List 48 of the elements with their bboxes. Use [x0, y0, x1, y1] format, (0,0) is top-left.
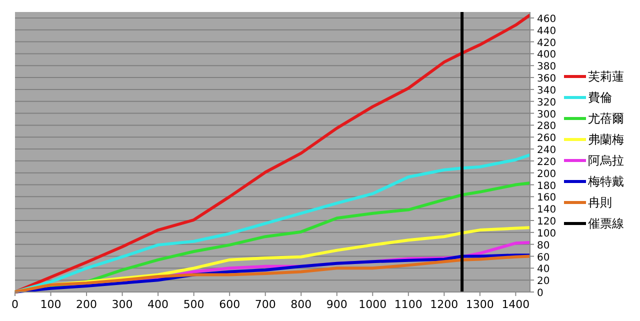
y-tick-label: 120 — [537, 216, 556, 228]
x-tick-label: 1200 — [430, 298, 458, 311]
legend-label: 費倫 — [588, 90, 612, 104]
legend-label: 阿烏拉 — [588, 154, 624, 168]
legend-label: 芙莉蓮 — [588, 70, 624, 84]
y-tick-label: 320 — [537, 97, 556, 108]
legend-label: 冉則 — [588, 196, 612, 210]
x-tick-label: 100 — [40, 298, 62, 311]
y-tick-label: 440 — [537, 26, 556, 37]
y-tick-label: 140 — [537, 204, 556, 216]
x-tick-label: 200 — [76, 298, 98, 311]
x-tick-label: 400 — [148, 298, 169, 311]
legend-label: 弗蘭梅 — [588, 132, 624, 146]
legend-label: 尤蓓爾 — [588, 112, 624, 126]
y-tick-label: 220 — [537, 156, 556, 168]
x-tick-label: 500 — [183, 298, 204, 311]
x-tick-label: 300 — [112, 298, 133, 311]
y-tick-label: 380 — [537, 62, 556, 73]
y-tick-label: 240 — [537, 145, 556, 156]
y-tick-label: 0 — [537, 288, 544, 299]
y-tick-label: 180 — [537, 180, 556, 192]
y-tick-label: 260 — [537, 133, 556, 144]
y-tick-label: 340 — [537, 85, 556, 96]
y-tick-label: 460 — [537, 14, 556, 25]
x-tick-label: 1300 — [466, 298, 494, 311]
y-tick-label: 360 — [537, 74, 556, 85]
y-tick-label: 80 — [537, 240, 550, 252]
x-tick-label: 900 — [326, 298, 348, 311]
y-tick-label: 100 — [537, 228, 556, 240]
y-tick-label: 60 — [537, 252, 550, 264]
y-tick-label: 40 — [537, 264, 550, 276]
y-tick-label: 420 — [537, 38, 556, 49]
x-tick-label: 1000 — [358, 298, 387, 311]
x-tick-label: 600 — [219, 298, 240, 311]
line-series — [14, 13, 532, 294]
y-tick-label: 280 — [537, 121, 556, 132]
y-tick-label: 160 — [537, 192, 556, 204]
x-tick-label: 700 — [254, 298, 276, 311]
legend-label: 催票線 — [588, 216, 624, 230]
y-tick-label: 300 — [537, 109, 556, 120]
y-tick-label: 400 — [537, 50, 556, 61]
y-tick-label: 20 — [537, 276, 550, 288]
x-tick-label: 1400 — [502, 298, 530, 311]
y-tick-label: 200 — [537, 168, 556, 180]
x-tick-label: 0 — [12, 298, 18, 311]
x-tick-label: 800 — [290, 298, 312, 311]
legend-label: 梅特戴 — [587, 174, 624, 188]
x-tick-label: 1100 — [394, 298, 422, 311]
